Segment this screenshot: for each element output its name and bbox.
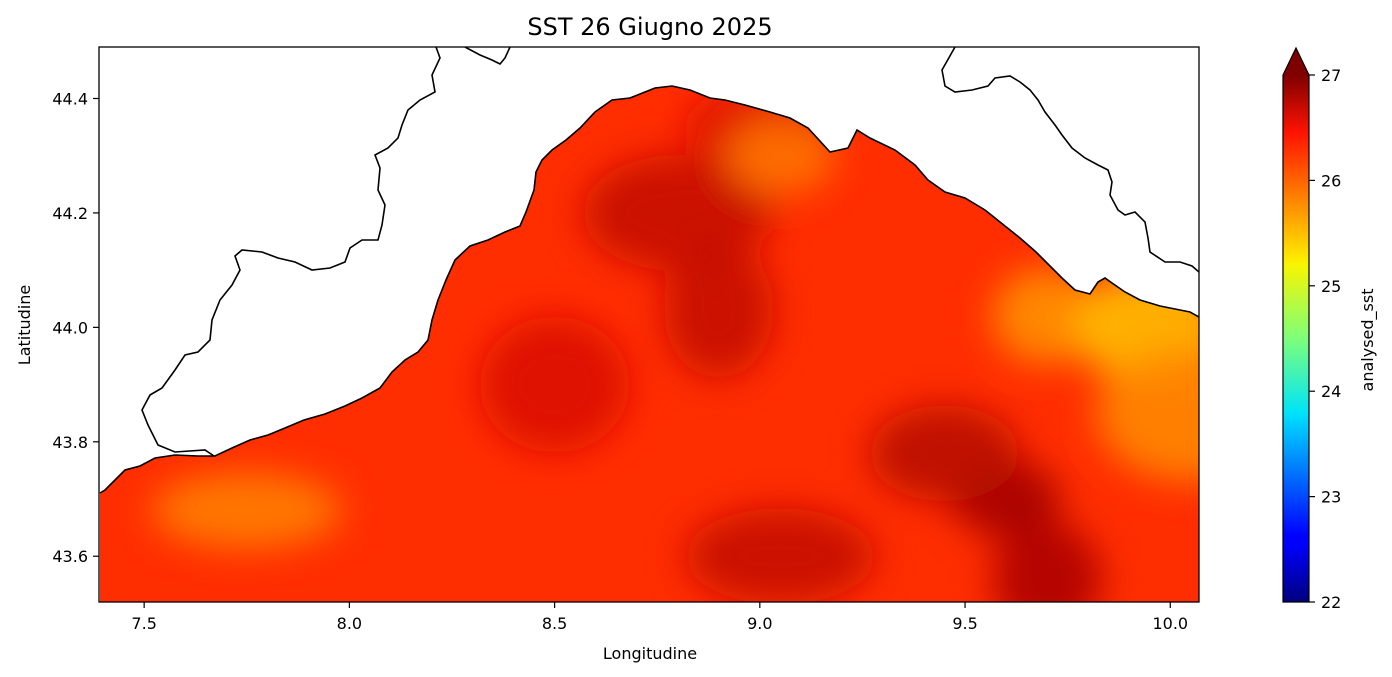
x-axis-ticks: 7.5 8.0 8.5 9.0 9.5 10.0 bbox=[131, 602, 1188, 633]
sst-feature bbox=[663, 242, 774, 379]
coastline-main bbox=[99, 85, 1199, 494]
sst-feature bbox=[1095, 345, 1199, 482]
colorbar-outline bbox=[1282, 46, 1310, 603]
y-axis-label: Latitudine bbox=[15, 285, 34, 365]
colorbar-label: analysed_sst bbox=[1358, 289, 1378, 392]
colorbar-gradient bbox=[1283, 75, 1309, 602]
x-axis-label: Longitudine bbox=[603, 644, 697, 663]
x-tick-label: 10.0 bbox=[1152, 614, 1188, 633]
colorbar-tick-label: 27 bbox=[1321, 66, 1341, 85]
sst-anomaly-layer bbox=[151, 89, 1199, 602]
x-tick-label: 9.0 bbox=[747, 614, 772, 633]
colorbar-tick-label: 26 bbox=[1321, 171, 1341, 190]
sst-feature bbox=[725, 117, 836, 194]
border-france-italy bbox=[141, 47, 441, 457]
x-tick-label: 7.5 bbox=[131, 614, 156, 633]
sst-feature bbox=[151, 472, 342, 549]
x-tick-label: 9.5 bbox=[952, 614, 977, 633]
colorbar-tick-label: 22 bbox=[1321, 593, 1341, 612]
sst-feature bbox=[479, 316, 630, 453]
x-tick-label: 8.5 bbox=[542, 614, 567, 633]
y-tick-label: 44.4 bbox=[52, 89, 88, 108]
y-tick-label: 44.2 bbox=[52, 204, 88, 223]
colorbar: 22 23 24 25 26 27 analysed_sst bbox=[1282, 46, 1378, 612]
y-tick-label: 43.6 bbox=[52, 547, 88, 566]
y-axis-ticks: 43.6 43.8 44.0 44.2 44.4 bbox=[52, 89, 99, 566]
y-tick-label: 44.0 bbox=[52, 318, 88, 337]
x-tick-label: 8.0 bbox=[337, 614, 362, 633]
colorbar-tick-label: 24 bbox=[1321, 382, 1341, 401]
sst-field bbox=[100, 86, 1199, 602]
sst-feature bbox=[992, 521, 1103, 602]
sst-feature bbox=[685, 508, 876, 602]
border-east bbox=[941, 47, 1199, 273]
colorbar-extend-max bbox=[1283, 48, 1309, 75]
sst-feature bbox=[869, 405, 1020, 502]
border-north bbox=[464, 47, 511, 65]
map-frame bbox=[98, 46, 1200, 603]
colorbar-tick-label: 23 bbox=[1321, 488, 1341, 507]
colorbar-ticks: 22 23 24 25 26 27 bbox=[1309, 66, 1341, 612]
coastline bbox=[99, 47, 1199, 494]
colorbar-tick-label: 25 bbox=[1321, 277, 1341, 296]
sst-feature bbox=[992, 267, 1103, 364]
map-title: SST 26 Giugno 2025 bbox=[527, 13, 772, 41]
sst-feature bbox=[582, 154, 773, 271]
y-tick-label: 43.8 bbox=[52, 433, 88, 452]
